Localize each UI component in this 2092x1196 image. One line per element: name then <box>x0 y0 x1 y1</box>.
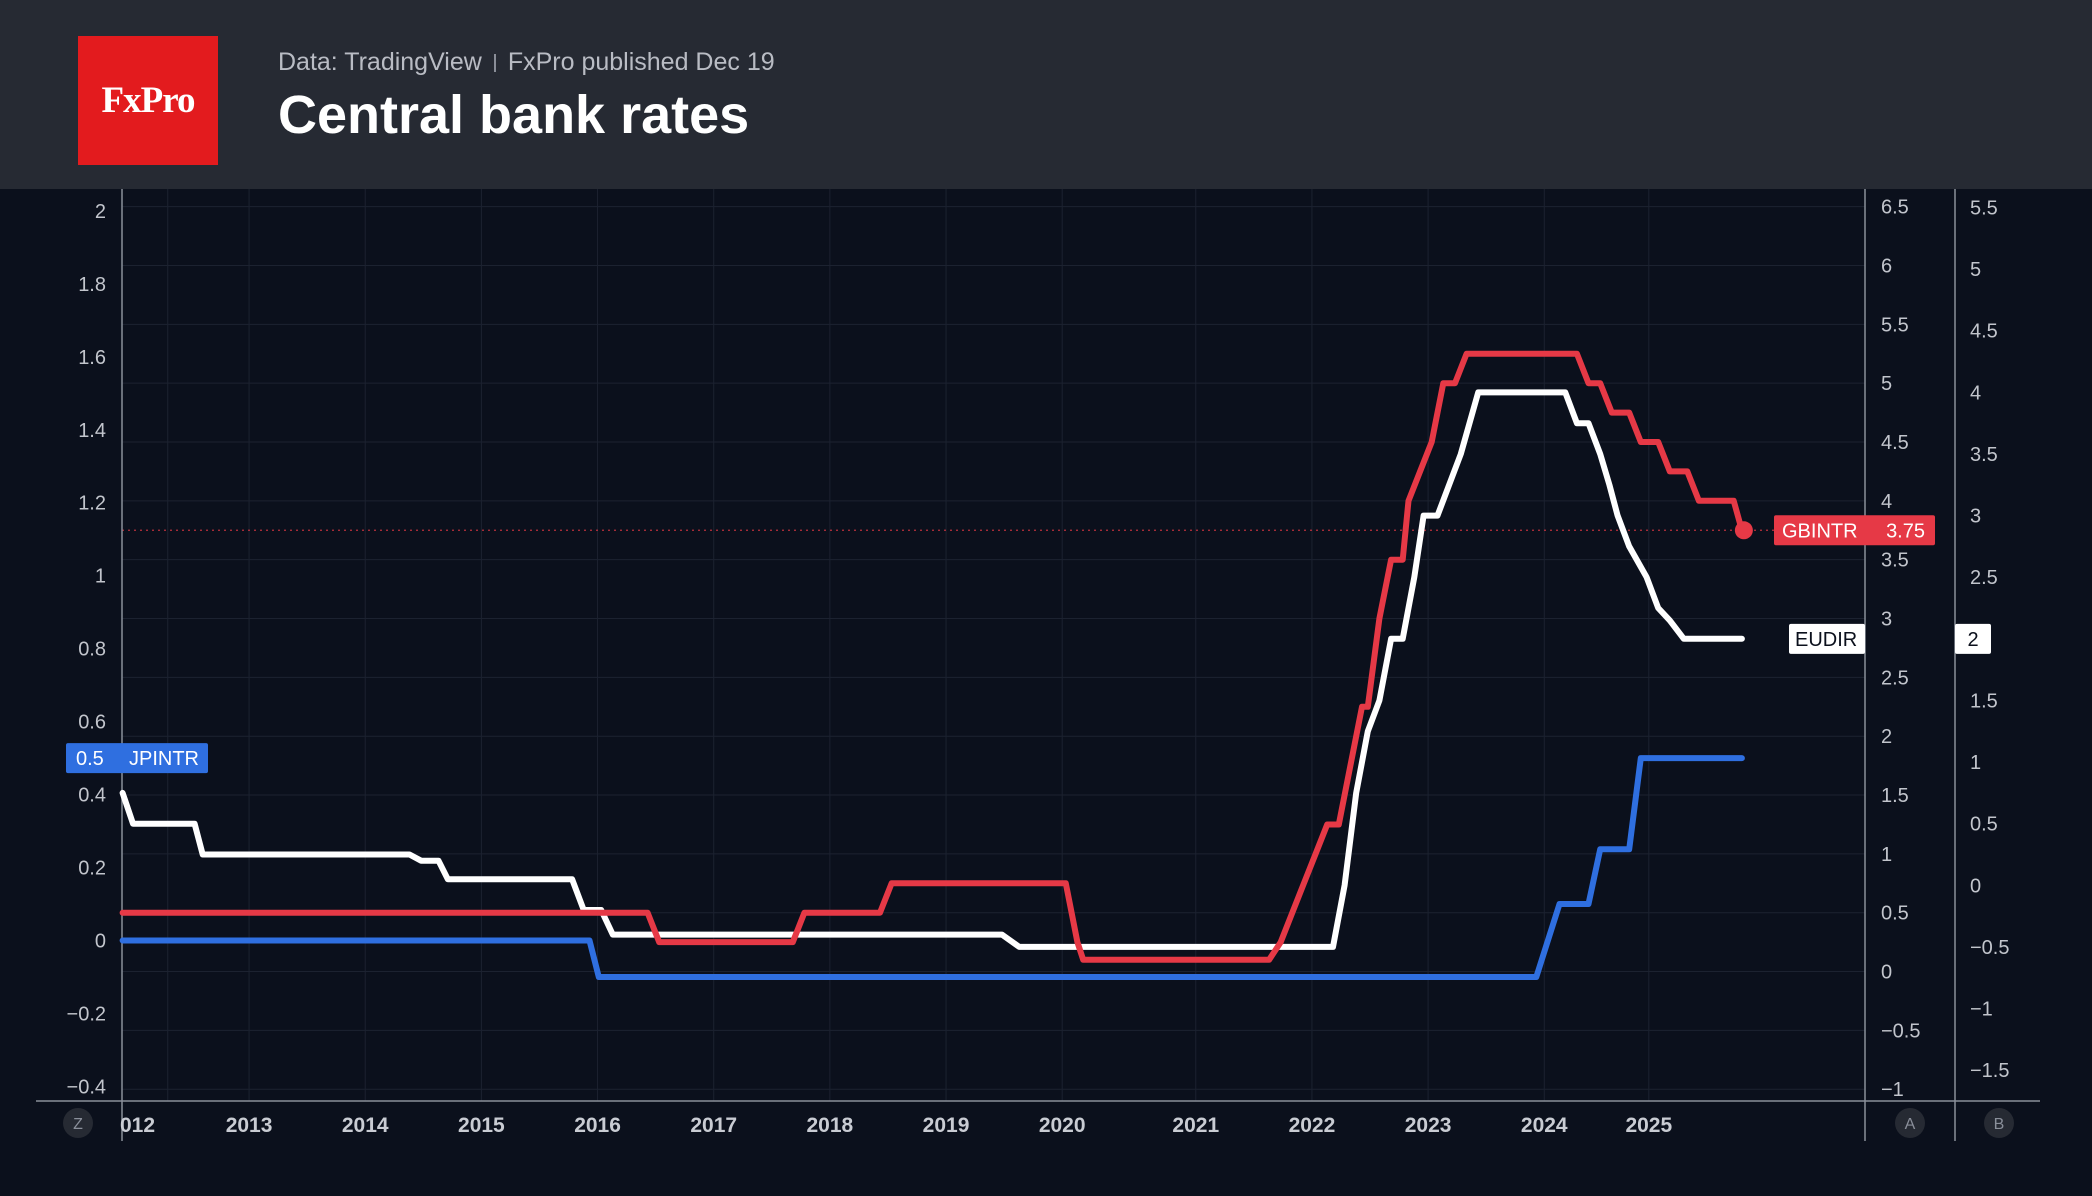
eudir-tag-value: 2 <box>1967 629 1978 651</box>
logo-text: FxPro <box>101 80 196 121</box>
left-axis-tick-label: 0.6 <box>78 712 106 734</box>
right-axis-b-tick-label: 4 <box>1970 382 1981 404</box>
x-axis-tick-label: 2024 <box>1521 1114 1568 1137</box>
grid-lines <box>122 189 1865 1101</box>
left-axis-z-button-label[interactable]: Z <box>73 1116 83 1133</box>
right-axis-a-ticks: −1 −0.5 0 0.5 1 1.5 2 2.5 3 3.5 4 4.5 5 5.5 6 6.5 <box>1881 197 1920 1102</box>
right-axis-a-tick-label: −0.5 <box>1881 1020 1920 1042</box>
x-axis-tick-label: 2025 <box>1625 1114 1672 1137</box>
x-axis-tick-label: 012 <box>120 1114 155 1137</box>
right-axis-b-tick-label: 5.5 <box>1970 197 1998 219</box>
fxpro-logo: FxPro <box>78 36 218 165</box>
right-axis-a-tick-label: 6 <box>1881 255 1892 277</box>
right-axis-b-tick-label: −1.5 <box>1970 1060 2009 1082</box>
right-axis-b-tick-label: 4.5 <box>1970 321 1998 343</box>
right-axis-a-tick-label: 5 <box>1881 373 1892 395</box>
source-divider <box>493 53 496 72</box>
right-axis-a-tick-label: 2 <box>1881 726 1892 748</box>
left-axis-tick-label: 0.8 <box>78 639 106 661</box>
data-source-line: Data: TradingView FxPro published Dec 19 <box>278 48 775 77</box>
central-bank-rates-chart: −0.4 −0.2 0 0.2 0.4 0.6 0.8 1 1.2 1.4 1.6 1.8 2 −1 −0… <box>36 189 2040 1141</box>
left-axis-tick-label: 1.6 <box>78 347 106 369</box>
x-axis-tick-label: 2016 <box>574 1114 621 1137</box>
published-label: FxPro published Dec 19 <box>507 48 775 76</box>
right-axis-b-button-circle[interactable] <box>1984 1108 2014 1138</box>
right-axis-a-button-label[interactable]: A <box>1905 1116 1916 1133</box>
left-axis-tick-label: −0.2 <box>67 1003 106 1025</box>
x-axis-tick-label: 2013 <box>226 1114 273 1137</box>
gbintr-tag-name: GBINTR <box>1782 520 1858 542</box>
left-axis-tick-label: 1 <box>95 566 106 588</box>
right-axis-b-tick-label: 3 <box>1970 506 1981 528</box>
left-axis-z-button-circle[interactable] <box>63 1108 93 1138</box>
x-axis-tick-label: 2014 <box>342 1114 389 1137</box>
right-axis-a-button-circle[interactable] <box>1895 1108 1925 1138</box>
left-axis-ticks: −0.4 −0.2 0 0.2 0.4 0.6 0.8 1 1.2 1.4 1.6 1.8 2 <box>67 201 106 1099</box>
right-axis-b-tick-label: 1.5 <box>1970 690 1998 712</box>
left-axis-tick-label: 0 <box>95 930 106 952</box>
eudir-tag <box>1789 623 1865 654</box>
eudir-value-badge <box>1955 623 1991 654</box>
jpintr-tag <box>66 743 208 774</box>
chart-title: Central bank rates <box>278 85 750 145</box>
jpintr-tag-value: 0.5 <box>76 748 104 770</box>
series-line-jpintr <box>119 755 1745 980</box>
right-axis-b-tick-label: 2.5 <box>1970 567 1998 589</box>
right-axis-b-tick-label: 1 <box>1970 752 1981 774</box>
right-axis-b-tick-label: 0 <box>1970 875 1981 897</box>
right-axis-a-tick-label: 1.5 <box>1881 785 1909 807</box>
series-tags: GBINTR 3.75 EUDIR 2 0.5 JPINTR <box>66 515 1991 774</box>
series-line-eudir <box>119 389 1745 950</box>
right-axis-a-button[interactable]: A <box>1895 1108 1925 1138</box>
x-axis-tick-label: 2020 <box>1039 1114 1086 1137</box>
jpintr-tag-name: JPINTR <box>129 748 199 770</box>
right-axis-b-tick-label: −0.5 <box>1970 937 2009 959</box>
right-axis-a-tick-label: 5.5 <box>1881 314 1909 336</box>
right-axis-b-tick-label: 3.5 <box>1970 444 1998 466</box>
x-axis-tick-label: 2021 <box>1172 1114 1219 1137</box>
data-source-label: Data: TradingView <box>278 48 482 76</box>
right-axis-a-tick-label: 2.5 <box>1881 667 1909 689</box>
right-axis-b-tick-label: 0.5 <box>1970 814 1998 836</box>
right-axis-a-tick-label: 3 <box>1881 609 1892 631</box>
right-axis-a-tick-label: −1 <box>1881 1079 1904 1101</box>
right-axis-a-tick-label: 4.5 <box>1881 432 1909 454</box>
left-axis-tick-label: 0.2 <box>78 858 106 880</box>
right-axis-a-tick-label: 4 <box>1881 491 1892 513</box>
gbintr-tag <box>1774 515 1935 546</box>
gbintr-last-dot <box>1734 521 1753 540</box>
axis-lines <box>36 189 2040 1141</box>
left-axis-tick-label: 2 <box>95 201 106 223</box>
right-axis-b-tick-label: 5 <box>1970 259 1981 281</box>
series-lines <box>119 350 1745 980</box>
right-axis-b-tick-label: −1 <box>1970 999 1993 1021</box>
x-axis-tick-label: 2018 <box>807 1114 854 1137</box>
x-axis-tick-label: 2023 <box>1405 1114 1452 1137</box>
gbintr-tag-value: 3.75 <box>1886 520 1925 542</box>
eudir-tag-name: EUDIR <box>1795 629 1857 651</box>
right-axis-a-tick-label: 3.5 <box>1881 550 1909 572</box>
right-axis-a-tick-label: 0 <box>1881 962 1892 984</box>
x-axis-tick-label: 2022 <box>1289 1114 1336 1137</box>
x-axis-tick-label: 2019 <box>923 1114 970 1137</box>
left-axis-tick-label: 1.4 <box>78 420 106 442</box>
right-axis-b-ticks: −1.5 −1 −0.5 0 0.5 1 1.5 2 2.5 3 3.5 4 4.5 5 5.5 <box>1970 197 2009 1082</box>
left-axis-tick-label: 0.4 <box>78 785 106 807</box>
series-line-gbintr <box>119 350 1745 963</box>
right-axis-a-tick-label: 0.5 <box>1881 903 1909 925</box>
left-axis-z-button[interactable]: Z <box>63 1108 93 1138</box>
right-axis-b-button-label[interactable]: B <box>1994 1116 2005 1133</box>
left-axis-tick-label: 1.2 <box>78 493 106 515</box>
right-axis-a-tick-label: 1 <box>1881 844 1892 866</box>
left-axis-tick-label: 1.8 <box>78 274 106 296</box>
x-axis-tick-label: 2017 <box>690 1114 737 1137</box>
x-axis-tick-label: 2015 <box>458 1114 505 1137</box>
header-bar: FxPro Data: TradingView FxPro published … <box>0 0 2092 189</box>
left-axis-tick-label: −0.4 <box>67 1076 106 1098</box>
x-axis-ticks: 012 2013 2014 2015 2016 2017 2018 2019 2020 2021 2… <box>120 1114 1672 1137</box>
right-axis-a-tick-label: 6.5 <box>1881 197 1909 219</box>
right-axis-b-button[interactable]: B <box>1984 1108 2014 1138</box>
